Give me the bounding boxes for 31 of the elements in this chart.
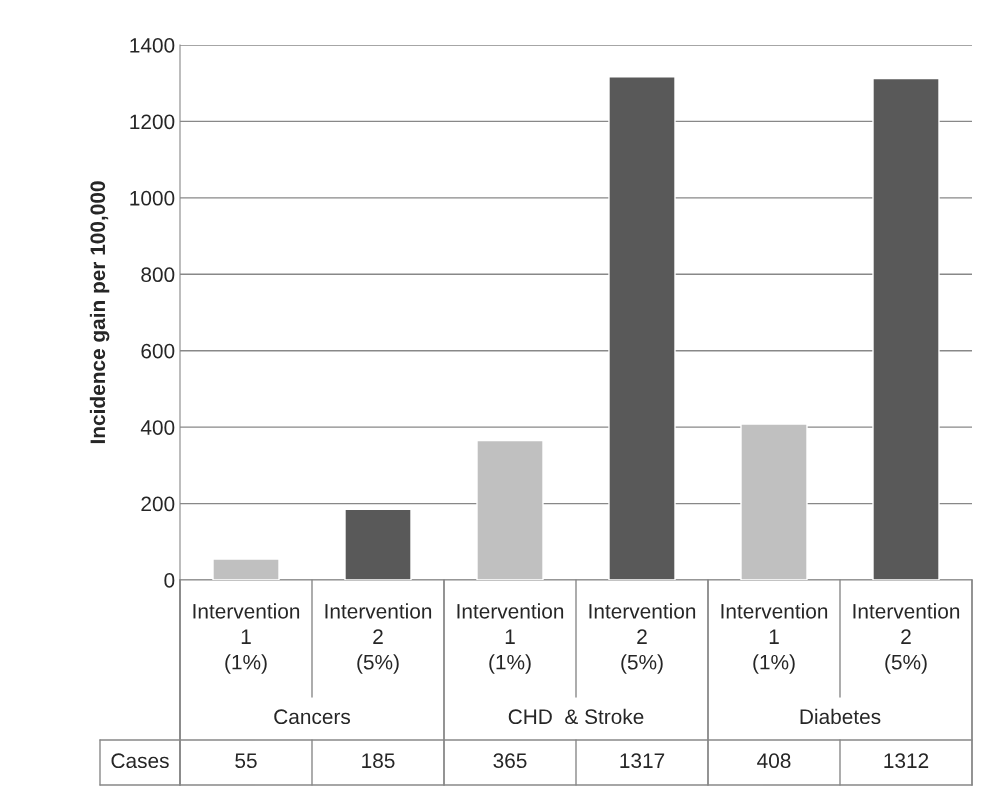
x-tick-label: Intervention 1 (1%) [193,603,300,674]
y-tick-label: 0 [164,573,175,588]
x-tick-label: Intervention 2 (5%) [589,603,696,674]
text: Diabetes [800,708,881,725]
x-tick-label: Intervention 1 (1%) [721,603,828,674]
y-tick-label: 1400 [130,38,175,53]
y-tick-label: 200 [141,496,175,512]
bar [740,423,808,580]
x-tick-label: Intervention 2 (5%) [325,603,432,674]
y-tick-label: 1000 [130,190,175,206]
text: Cancers [274,709,351,725]
data-label: 1312 [884,753,929,769]
bar [872,77,940,580]
bar [476,439,544,580]
y-tick-label: 600 [141,343,175,359]
y-tick-label: 800 [141,267,175,283]
y-tick-label: 1200 [130,114,175,130]
data-label: 408 [757,753,791,769]
data-label: 365 [493,753,527,769]
text: CHD & Stroke [508,708,644,725]
text: Cases [111,753,169,769]
data-label: 1317 [620,753,665,769]
bar [344,508,412,580]
data-label: 55 [235,753,257,769]
y-tick-label: 400 [140,420,175,435]
x-tick-label: Intervention 2 (5%) [853,603,960,674]
data-label: 185 [362,753,395,769]
x-tick-label: Intervention 1 (1%) [457,603,564,674]
bar [608,76,676,580]
bar [212,558,280,580]
y-axis-title: Incidence gain per 100,000 [89,181,110,444]
